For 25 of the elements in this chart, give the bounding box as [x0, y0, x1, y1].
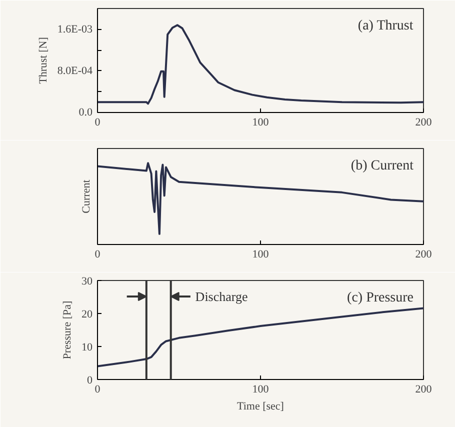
- y-axis-title: Thrust [N]: [37, 37, 50, 84]
- x-tick-label: 100: [252, 116, 270, 128]
- y-tick-label: 10: [82, 342, 93, 354]
- y-tick-label: 0: [87, 374, 93, 386]
- line-series: [98, 307, 424, 368]
- x-tick-label: 0: [94, 248, 101, 260]
- x-tick-label: 200: [415, 248, 432, 260]
- x-axis-title: Time [sec]: [237, 400, 284, 412]
- y-axis-title: Current: [80, 180, 92, 214]
- y-tick-label: 0.0: [78, 106, 93, 118]
- y-tick-label: 20: [82, 308, 93, 320]
- y-tick-label: 1.6E-03: [57, 23, 93, 36]
- y-tick-label: 8.0E-04: [57, 64, 93, 77]
- x-tick-label: 200: [415, 384, 432, 396]
- x-tick-label: 0: [94, 384, 101, 396]
- annotation: (a) Thrust: [358, 18, 414, 34]
- annotation: Discharge: [195, 289, 248, 304]
- y-tick-label: 30: [82, 276, 93, 288]
- x-tick-label: 100: [252, 384, 270, 396]
- x-tick-label: 200: [415, 116, 432, 128]
- annotation: (b) Current: [350, 158, 414, 174]
- x-tick-label: 0: [94, 116, 101, 128]
- annotation: (c) Pressure: [347, 290, 414, 306]
- y-axis-title: Pressure [Pa]: [62, 300, 74, 360]
- x-tick-label: 100: [252, 248, 270, 260]
